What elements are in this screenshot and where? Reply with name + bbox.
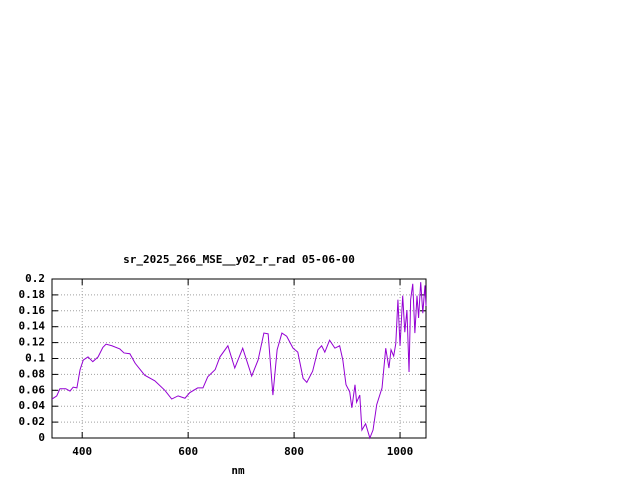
y-tick-label: 0.08 bbox=[19, 367, 46, 380]
x-tick-label: 600 bbox=[178, 445, 198, 458]
x-tick-label: 800 bbox=[284, 445, 304, 458]
y-tick-label: 0.12 bbox=[19, 336, 46, 349]
y-tick-label: 0.02 bbox=[19, 415, 46, 428]
y-tick-label: 0.04 bbox=[19, 399, 46, 412]
x-axis-label: nm bbox=[231, 464, 245, 477]
chart-title: sr_2025_266_MSE__y02_r_rad 05-06-00 bbox=[123, 253, 355, 266]
x-tick-label: 1000 bbox=[387, 445, 414, 458]
y-tick-label: 0.18 bbox=[19, 288, 46, 301]
y-tick-label: 0.16 bbox=[19, 304, 46, 317]
y-tick-label: 0.06 bbox=[19, 383, 46, 396]
y-tick-label: 0.1 bbox=[25, 352, 45, 365]
plot-border bbox=[51, 278, 427, 439]
y-tick-label: 0.2 bbox=[25, 272, 45, 285]
y-tick-label: 0.14 bbox=[19, 320, 46, 333]
data-line bbox=[51, 282, 427, 440]
x-tick-label: 400 bbox=[72, 445, 92, 458]
y-tick-label: 0 bbox=[38, 431, 45, 444]
